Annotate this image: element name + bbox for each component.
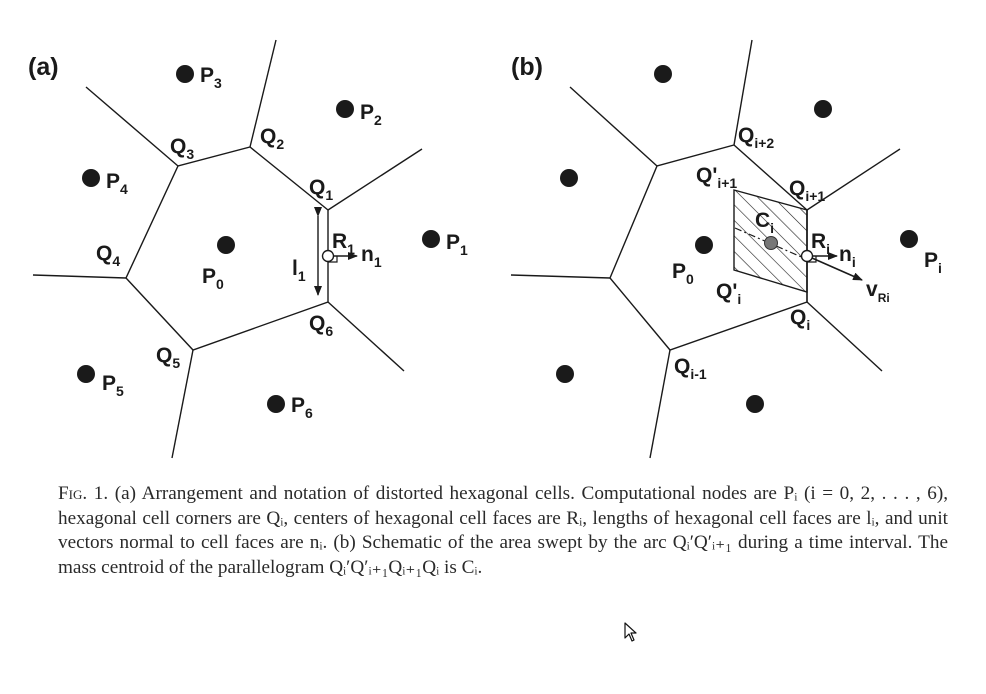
- node-b-top-right: [814, 100, 832, 118]
- panel-b-nodes: [556, 65, 918, 413]
- label-vri: vRi: [866, 278, 890, 305]
- centroid-ci: [764, 236, 778, 250]
- node-p5: [77, 365, 95, 383]
- node-p2: [336, 100, 354, 118]
- panel-a-edge-q6: [327, 301, 405, 372]
- label-qprime-i: Q'i: [716, 280, 741, 307]
- label-qprime-i1: Q'i+1: [696, 164, 737, 191]
- node-b-pi: [900, 230, 918, 248]
- label-r1: R1: [332, 230, 355, 257]
- label-qi: Qi: [790, 306, 810, 333]
- caption-fig-label: Fig. 1.: [58, 483, 109, 504]
- panel-a-nodes: [77, 65, 440, 413]
- panel-b-edge-top-left: [569, 86, 658, 167]
- panel-b-edge-qi1: [806, 148, 901, 211]
- figure: (a) P0 P1 P2: [28, 39, 942, 459]
- node-b-top: [654, 65, 672, 83]
- node-b-left: [560, 169, 578, 187]
- label-p5: P5: [102, 372, 124, 399]
- label-ni: ni: [839, 243, 856, 270]
- node-b-bottom-left: [556, 365, 574, 383]
- panel-b-labels: P0 Pi Qi+2 Qi+1 Qi Qi-1 Q'i+1 Q'i Ci Ri …: [672, 124, 942, 382]
- node-p0: [217, 236, 235, 254]
- panel-b-edge-qi2: [733, 39, 753, 146]
- label-n1: n1: [361, 243, 382, 270]
- panel-b-edge-left: [510, 274, 611, 279]
- label-p4: P4: [106, 170, 128, 197]
- figure-caption: Fig. 1. (a) Arrangement and notation of …: [58, 482, 948, 580]
- panel-b-label: (b): [511, 53, 543, 81]
- label-p3: P3: [200, 64, 222, 91]
- label-qi2: Qi+2: [738, 124, 774, 151]
- mouse-cursor-icon: [624, 622, 637, 642]
- panel-b-edge-qi: [806, 301, 883, 372]
- node-p3: [176, 65, 194, 83]
- panel-a: (a) P0 P1 P2: [28, 39, 468, 459]
- label-q4: Q4: [96, 242, 120, 269]
- label-p6: P6: [291, 394, 313, 421]
- label-ri: Ri: [811, 230, 830, 257]
- caption-text: (a) Arrangement and notation of distorte…: [58, 483, 949, 578]
- right-angle-mark: [328, 256, 338, 263]
- panel-a-edge-q4: [32, 274, 127, 279]
- label-qi1: Qi+1: [789, 177, 825, 204]
- label-q1: Q1: [309, 176, 333, 203]
- panel-a-label: (a): [28, 53, 59, 81]
- label-qim1: Qi-1: [674, 355, 707, 382]
- label-q5: Q5: [156, 344, 180, 371]
- node-p1: [422, 230, 440, 248]
- velocity-vri-arrow: [811, 257, 863, 281]
- label-q6: Q6: [309, 312, 333, 339]
- label-b-pi: Pi: [924, 249, 942, 276]
- node-p6: [267, 395, 285, 413]
- label-q2: Q2: [260, 125, 284, 152]
- panel-a-labels: P0 P1 P2 P3 P4 P5 P6 Q1 Q2 Q3 Q4 Q5 Q6 R…: [96, 64, 468, 421]
- panel-b-edge-qim1: [649, 349, 671, 459]
- node-p4: [82, 169, 100, 187]
- label-p0: P0: [202, 265, 224, 292]
- panel-a-edge-q5: [171, 349, 194, 459]
- label-ci: Ci: [755, 209, 774, 236]
- node-b-p0: [695, 236, 713, 254]
- panel-a-edge-q1: [327, 148, 423, 211]
- panel-a-edge-q3: [85, 86, 179, 167]
- centroid-dashdot-line: [734, 227, 807, 260]
- label-b-p0: P0: [672, 260, 694, 287]
- right-angle-mark-b: [807, 256, 817, 263]
- label-p1: P1: [446, 231, 468, 258]
- label-l1: l1: [292, 257, 306, 284]
- label-p2: P2: [360, 101, 382, 128]
- label-q3: Q3: [170, 135, 194, 162]
- panel-a-cell-edges: [32, 39, 423, 459]
- node-b-bottom: [746, 395, 764, 413]
- panel-a-edge-q2: [249, 39, 277, 148]
- panel-b: (b) P0: [510, 39, 942, 459]
